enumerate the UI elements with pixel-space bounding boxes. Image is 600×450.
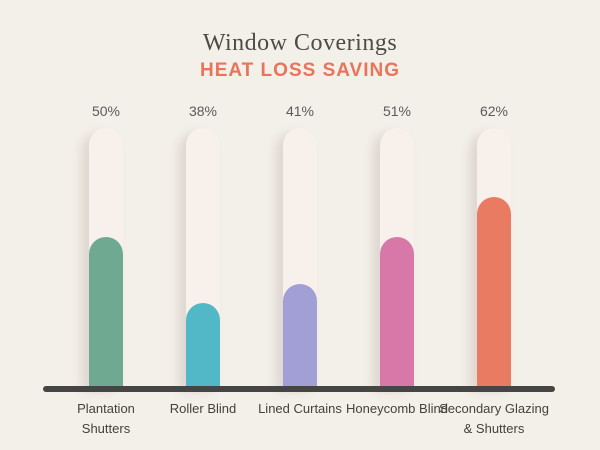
category-label: Lined Curtains (225, 399, 375, 419)
category-label-line: & Shutters (463, 420, 525, 436)
category-label: Secondary Glazing & Shutters (419, 399, 569, 438)
chart-title: Window Coverings (202, 30, 398, 56)
bar-track (283, 128, 317, 386)
bar-fill (477, 197, 511, 386)
category-label-line: Roller Blind (169, 401, 237, 416)
value-label: 38% (188, 103, 218, 119)
bar-track (477, 128, 511, 386)
category-label-line: Plantation (77, 401, 135, 416)
value-label: 51% (382, 103, 412, 119)
bar-fill (380, 237, 414, 386)
bar-fill (283, 284, 317, 386)
bar-track (89, 128, 123, 386)
category-label: Honeycomb Blind (322, 399, 472, 419)
category-label-line: Secondary Glazing (439, 401, 549, 416)
category-label: Plantation Shutters (31, 399, 181, 438)
category-label-line: Honeycomb Blind (346, 401, 448, 416)
bar-fill (186, 303, 220, 386)
category-label-line: Lined Curtains (258, 401, 342, 416)
bar-track (380, 128, 414, 386)
chart-subtitle: HEAT LOSS SAVING (199, 60, 401, 81)
value-label: 62% (479, 103, 509, 119)
category-label-line: Shutters (81, 420, 131, 436)
x-axis-line (43, 386, 555, 392)
category-label: Roller Blind (128, 399, 278, 419)
bar-fill (89, 237, 123, 386)
bar-track (186, 128, 220, 386)
value-label: 50% (91, 103, 121, 119)
value-label: 41% (285, 103, 315, 119)
